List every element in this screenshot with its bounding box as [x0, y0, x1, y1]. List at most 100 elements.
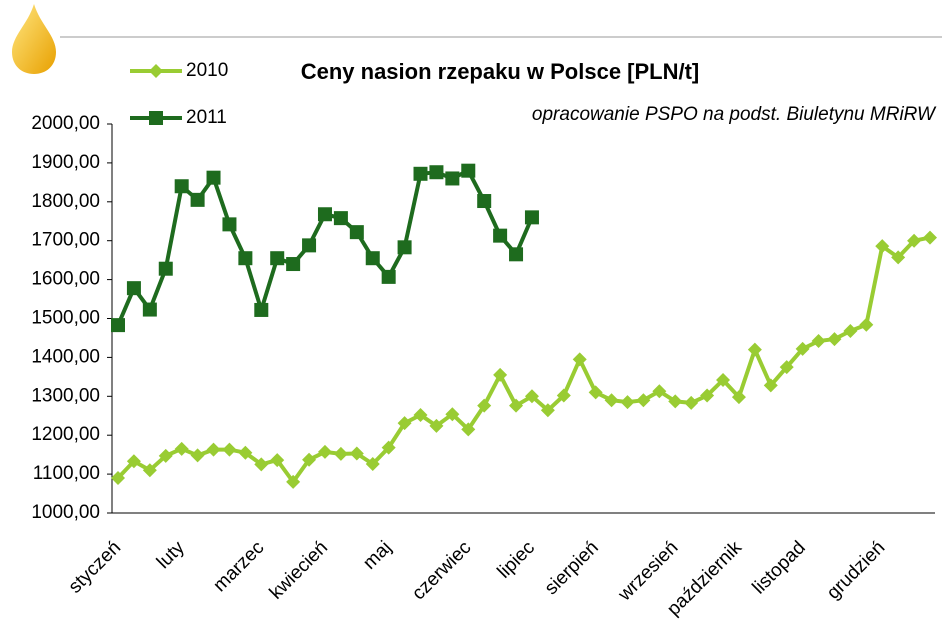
point: [381, 269, 396, 284]
x-tick-label: grudzień: [823, 537, 889, 603]
point: [111, 318, 125, 333]
point: [158, 448, 173, 463]
x-tick-label: maj: [359, 537, 396, 574]
y-tick-label: 1300,00: [31, 385, 100, 406]
point: [365, 251, 380, 266]
point: [365, 456, 380, 471]
x-tick-label: listopad: [749, 537, 810, 598]
point: [700, 388, 715, 403]
point: [126, 281, 141, 296]
y-tick-label: 1600,00: [31, 269, 100, 290]
chart-subtitle: opracowanie PSPO na podst. Biuletynu MRi…: [532, 104, 937, 125]
x-tick-label: lipiec: [494, 537, 539, 582]
legend-label: 2011: [186, 107, 227, 128]
point: [206, 442, 221, 457]
point: [254, 457, 269, 472]
point: [302, 238, 317, 253]
point: [811, 334, 826, 349]
point: [493, 228, 508, 243]
y-tick-label: 1200,00: [31, 424, 100, 445]
point: [397, 416, 412, 431]
point: [461, 163, 476, 178]
series-line: [116, 235, 931, 486]
point: [572, 352, 587, 367]
point: [843, 323, 858, 338]
point: [270, 453, 285, 468]
point: [222, 442, 237, 457]
point: [509, 398, 524, 413]
point: [333, 211, 348, 226]
point: [142, 302, 157, 317]
x-tick-label: sierpień: [541, 537, 603, 599]
point: [142, 463, 157, 478]
point: [907, 233, 922, 248]
point: [731, 390, 746, 405]
point: [349, 446, 364, 461]
y-tick-label: 2000,00: [31, 113, 100, 134]
y-tick-label: 1500,00: [31, 308, 100, 329]
point: [254, 302, 269, 317]
point: [286, 257, 301, 272]
x-tick-label: styczeń: [65, 537, 125, 597]
legend-label: 2010: [186, 60, 228, 81]
point: [286, 474, 301, 489]
point: [620, 395, 635, 410]
point: [763, 378, 778, 393]
point: [827, 332, 842, 347]
point: [461, 422, 476, 437]
point: [317, 444, 332, 459]
point: [652, 384, 667, 399]
point: [636, 393, 651, 408]
point: [716, 372, 731, 387]
point: [923, 230, 937, 245]
point: [238, 445, 253, 460]
point: [588, 385, 603, 400]
x-tick-label: czerwiec: [408, 537, 475, 604]
y-tick-label: 1800,00: [31, 191, 100, 212]
point: [556, 388, 571, 403]
point: [111, 470, 125, 485]
point: [206, 170, 221, 185]
point: [524, 389, 539, 404]
point: [349, 225, 364, 240]
point: [445, 171, 460, 186]
logo: [12, 4, 56, 74]
point: [126, 454, 141, 469]
point: [668, 394, 683, 409]
point: [477, 194, 492, 209]
point: [477, 398, 492, 413]
point: [875, 239, 890, 254]
point: [779, 360, 794, 375]
series-line: [116, 168, 534, 326]
point: [190, 192, 205, 207]
x-tick-label: marzec: [209, 537, 268, 596]
point: [397, 240, 412, 255]
y-tick-label: 1100,00: [33, 463, 100, 484]
point: [149, 64, 163, 78]
point: [238, 251, 253, 266]
point: [429, 418, 444, 433]
y-tick-label: 1900,00: [31, 152, 100, 173]
point: [302, 452, 317, 467]
point: [333, 446, 348, 461]
point: [149, 111, 163, 125]
point: [540, 403, 555, 418]
y-tick-label: 1000,00: [31, 502, 100, 523]
point: [747, 342, 762, 357]
point: [493, 367, 508, 382]
point: [891, 250, 906, 265]
point: [524, 210, 539, 225]
point: [604, 393, 619, 408]
y-tick-label: 1700,00: [31, 230, 100, 251]
chart-title: Ceny nasion rzepaku w Polsce [PLN/t]: [301, 59, 700, 84]
point: [413, 166, 428, 181]
x-tick-label: luty: [153, 537, 189, 573]
point: [158, 261, 173, 276]
point: [174, 441, 189, 456]
point: [270, 251, 285, 266]
point: [509, 247, 524, 262]
point: [684, 395, 699, 410]
x-tick-label: kwiecień: [266, 537, 332, 603]
y-tick-label: 1400,00: [31, 346, 100, 367]
